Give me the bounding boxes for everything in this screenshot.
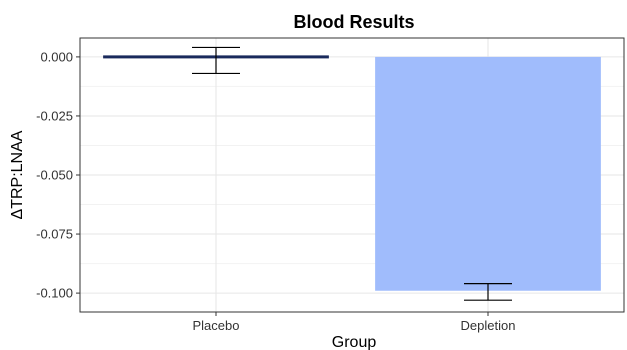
error-bars	[192, 46, 512, 301]
y-tick-label: -0.100	[36, 286, 73, 301]
y-axis: 0.000 -0.025 -0.050 -0.075 -0.100	[36, 49, 80, 301]
y-tick-label: 0.000	[40, 49, 73, 64]
y-tick-label: -0.050	[36, 168, 73, 183]
bars	[103, 55, 601, 291]
x-axis-title: Group	[332, 334, 377, 350]
y-tick-label: -0.075	[36, 227, 73, 242]
y-axis-title: ΔTRP:LNAA	[9, 130, 26, 219]
y-tick-label: -0.025	[36, 108, 73, 123]
bar-depletion	[375, 56, 601, 291]
x-tick-label: Placebo	[193, 318, 240, 333]
chart-title: Blood Results	[293, 12, 414, 32]
x-tick-label: Depletion	[461, 318, 516, 333]
x-axis: Placebo Depletion	[193, 312, 516, 333]
